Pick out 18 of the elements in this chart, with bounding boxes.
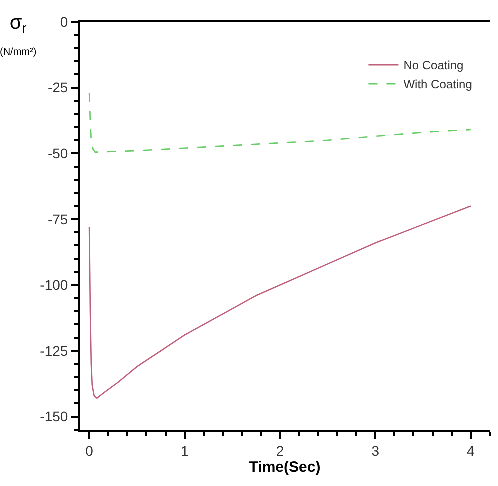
y-tick-label: -75: [48, 211, 68, 228]
y-tick-label: -50: [48, 146, 68, 162]
line-series: [88, 92, 472, 153]
line-series: [88, 206, 472, 400]
y-tick-label: -150: [40, 408, 68, 425]
y-tick-label: 0: [60, 14, 68, 30]
x-tick-label: 0: [86, 442, 94, 459]
legend-label: With Coating: [404, 78, 472, 92]
y-tick-label: -100: [40, 277, 68, 294]
x-tick-label: 4: [467, 442, 476, 459]
x-axis-title: Time(Sec): [249, 458, 321, 476]
x-tick-label: 3: [372, 442, 380, 459]
x-tick-label: 1: [180, 442, 189, 459]
y-axis-title: σ$_{r}$ (N/mm²): [0, 12, 37, 58]
y-tick-label: -25: [48, 80, 68, 96]
x-tick-label: 2: [276, 442, 284, 459]
legend-label: No Coating: [404, 58, 464, 73]
y-tick-label: -125: [40, 342, 68, 359]
